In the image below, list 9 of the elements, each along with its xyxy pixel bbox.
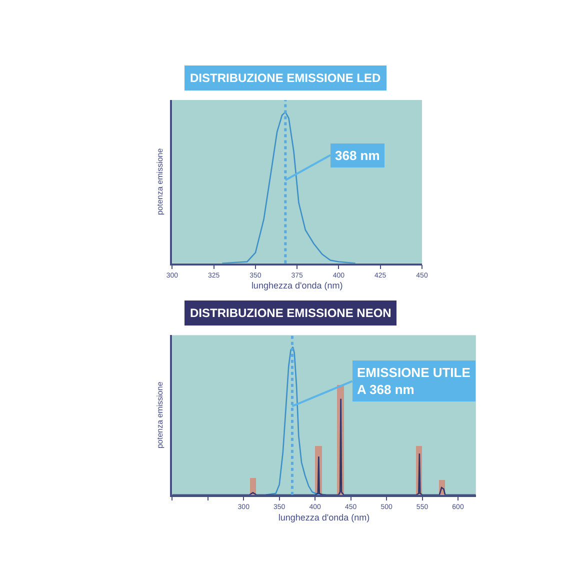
x-axis-title: lunghezza d'onda (nm): [251, 280, 343, 291]
chart-title: DISTRIBUZIONE EMISSIONE NEON: [190, 306, 392, 320]
bar: [250, 478, 256, 495]
annotation: 368 nm: [335, 148, 380, 163]
annotation: EMISSIONE UTILE A 368 nm: [357, 365, 471, 397]
y-axis-title: potenza emissione: [156, 381, 165, 448]
x-axis-title: lunghezza d'onda (nm): [278, 512, 370, 522]
y-axis-title: potenza emissione: [156, 148, 165, 215]
chart-title: DISTRIBUZIONE EMISSIONE LED: [190, 71, 382, 85]
